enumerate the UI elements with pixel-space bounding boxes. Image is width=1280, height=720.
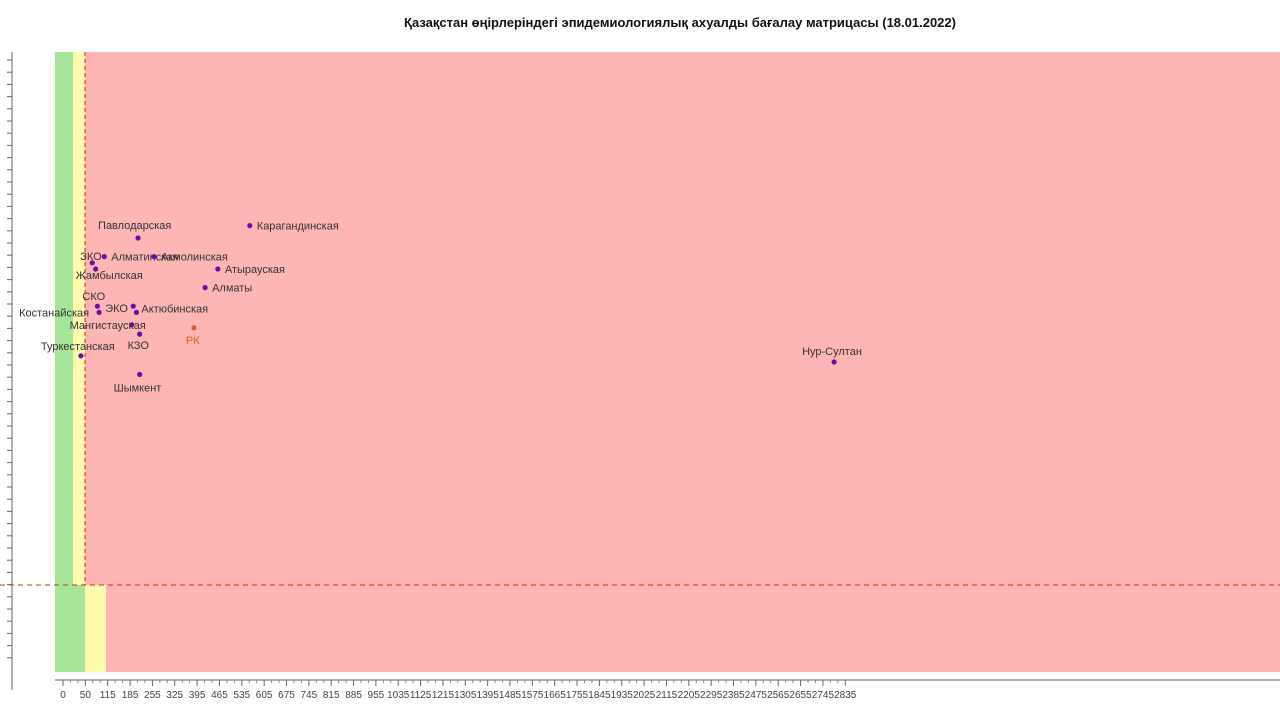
x-tick-label: 1395 [477, 690, 500, 701]
point-14-marker[interactable] [78, 353, 84, 359]
point-5-label: Жамбылская [76, 270, 143, 282]
point-1-marker[interactable] [247, 223, 253, 229]
x-tick-label: 465 [211, 690, 228, 701]
point-12-marker[interactable] [129, 322, 135, 328]
point-1-label: Карагандинская [257, 221, 339, 233]
chart-title: Қазақстан өңірлеріндегі эпидемиологиялық… [404, 15, 956, 30]
x-tick-label: 2655 [789, 690, 812, 701]
point-2-marker[interactable] [89, 260, 95, 266]
point-16-label: Шымкент [114, 382, 162, 394]
x-tick-label: 1845 [588, 690, 611, 701]
x-tick-label: 1035 [387, 690, 410, 701]
point-8-label: СКО [82, 291, 105, 303]
x-tick-label: 2025 [633, 690, 656, 701]
point-17-marker[interactable] [831, 359, 837, 365]
x-tick-label: 815 [323, 690, 340, 701]
x-tick-label: 0 [60, 690, 66, 701]
point-0-label: Павлодарская [98, 220, 171, 232]
zone-red [55, 52, 1280, 672]
threshold-lines [0, 52, 1280, 586]
x-tick-label: 1935 [611, 690, 634, 701]
point-3-marker[interactable] [101, 254, 107, 260]
point-17-label: Нур-Султан [802, 346, 862, 358]
point-11-label: Костанайская [19, 307, 89, 319]
point-3-label: Алматинская [111, 252, 178, 264]
x-tick-label: 1125 [410, 690, 432, 701]
point-0-marker[interactable] [135, 235, 141, 241]
x-tick-label: 2115 [656, 690, 678, 701]
x-tick-label: 50 [80, 690, 92, 701]
zone-green [55, 52, 73, 672]
x-tick-label: 255 [144, 690, 161, 701]
x-tick-label: 745 [301, 690, 318, 701]
point-4-marker[interactable] [151, 254, 157, 260]
x-tick-label: 395 [189, 690, 206, 701]
point-15-label: КЗО [128, 340, 150, 352]
x-tick-label: 675 [278, 690, 295, 701]
x-tick-label: 115 [100, 690, 116, 701]
point-14-label: Туркестанская [41, 341, 115, 353]
point-2-label: ЗКО [80, 251, 102, 263]
x-tick-label: 2385 [722, 690, 745, 701]
data-points: Павлодарская Карагандинская ЗКО Алматинская… [19, 220, 862, 394]
x-tick-label: 1755 [566, 690, 589, 701]
point-11-marker[interactable] [96, 309, 102, 315]
point-13-label: РК [186, 335, 200, 347]
zone-yellow-lower [85, 585, 106, 672]
x-tick-label: 955 [368, 690, 385, 701]
point-9-label: ЭКО [105, 303, 128, 315]
x-tick-label: 2565 [767, 690, 790, 701]
x-tick-label: 1665 [544, 690, 567, 701]
point-16-marker[interactable] [137, 371, 143, 377]
x-tick-label: 1485 [499, 690, 522, 701]
x-tick-label: 2475 [745, 690, 768, 701]
x-tick-label: 1215 [432, 690, 455, 701]
zone-yellow-upper [73, 52, 85, 585]
point-7-label: Алматы [212, 283, 252, 295]
point-7-marker[interactable] [202, 285, 208, 291]
point-9-marker[interactable] [130, 303, 136, 309]
x-tick-label: 2745 [812, 690, 835, 701]
point-6-label: Атырауская [225, 264, 285, 276]
x-tick-label: 2295 [700, 690, 723, 701]
x-tick-label: 535 [233, 690, 250, 701]
plot-background [55, 52, 1280, 672]
x-tick-label: 185 [122, 690, 139, 701]
point-10-label: Актюбинская [141, 303, 208, 315]
point-13-marker[interactable] [191, 325, 197, 331]
point-10-marker[interactable] [133, 309, 140, 315]
point-6-marker[interactable] [215, 266, 221, 272]
x-tick-label: 1575 [521, 690, 544, 701]
x-tick-label: 885 [345, 690, 362, 701]
point-8-marker[interactable] [94, 303, 100, 309]
x-tick-label: 1305 [454, 690, 477, 701]
x-tick-label: 325 [166, 690, 183, 701]
axes: 0 50 115 185 255 325 395 465 535 605 675 745 815 885 9… [7, 52, 1280, 701]
x-tick-label: 2205 [678, 690, 701, 701]
point-4-label: Акмолинская [161, 252, 228, 264]
point-5-marker[interactable] [93, 266, 99, 272]
x-tick-label: 2835 [834, 690, 857, 701]
point-12-label: Мангистауская [70, 320, 146, 332]
point-15-marker[interactable] [137, 331, 143, 337]
x-tick-label: 605 [256, 690, 273, 701]
zone-green-lower [55, 585, 85, 672]
